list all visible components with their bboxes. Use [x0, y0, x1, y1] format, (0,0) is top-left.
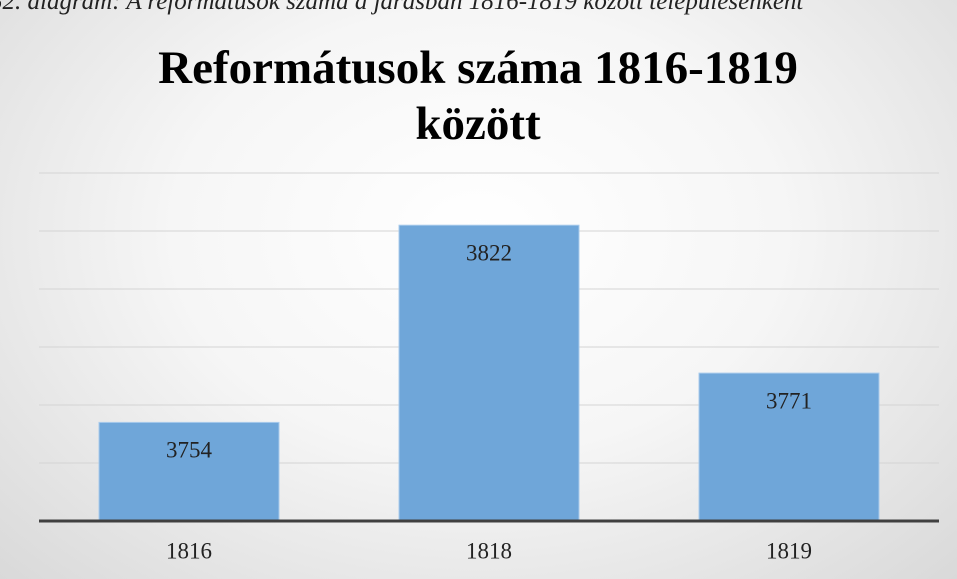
bar — [398, 224, 580, 522]
x-tick-label: 1816 — [166, 538, 212, 563]
data-label: 3771 — [766, 388, 812, 413]
bar — [698, 372, 880, 522]
x-tick-label: 1819 — [766, 538, 812, 563]
data-label: 3822 — [466, 240, 512, 265]
chart-title: Reformátusok száma 1816-1819 között — [158, 42, 798, 150]
x-tick-label: 1818 — [466, 538, 512, 563]
data-label: 3754 — [166, 438, 213, 463]
caption: 52. diagram: A reformátusok száma a járá… — [0, 0, 804, 15]
bar — [98, 421, 280, 522]
